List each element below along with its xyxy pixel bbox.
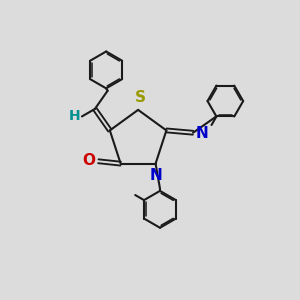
Text: S: S (135, 89, 146, 104)
Text: N: N (195, 126, 208, 141)
Text: O: O (82, 153, 95, 168)
Text: N: N (149, 168, 162, 183)
Text: H: H (68, 110, 80, 123)
